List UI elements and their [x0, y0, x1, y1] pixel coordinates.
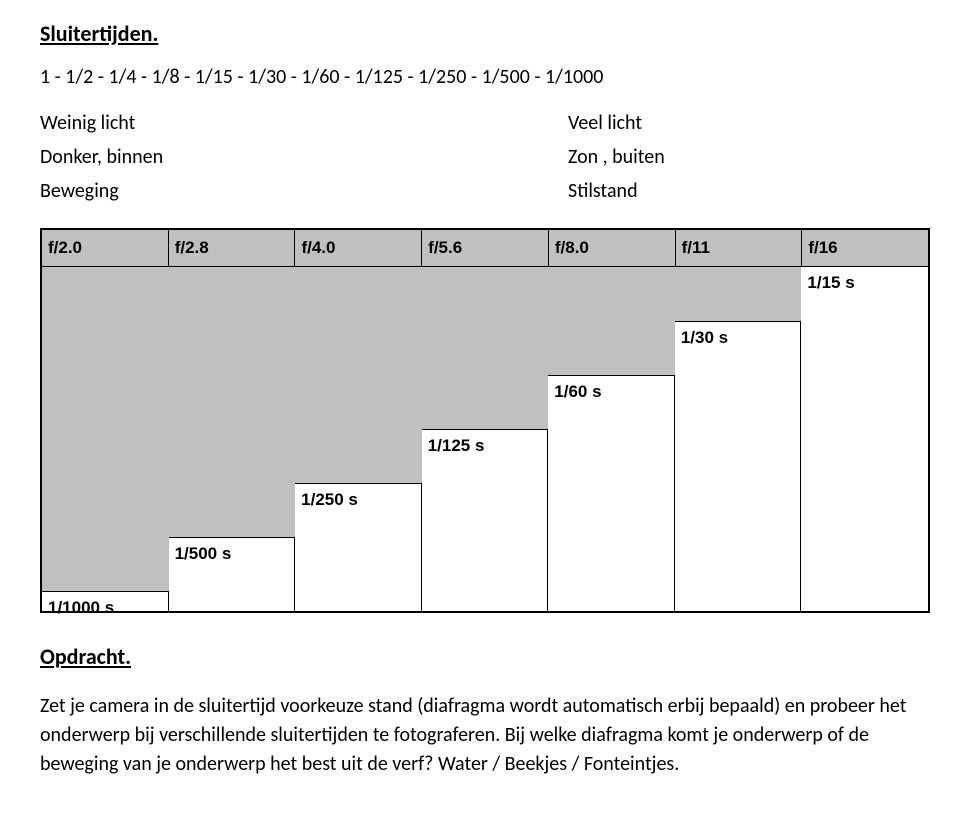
chart-body: 1/1000 s1/500 s1/250 s1/125 s1/60 s1/30 …: [42, 267, 928, 611]
chart-step: 1/1000 s: [42, 591, 169, 611]
chart-header-cell: f/5.6: [422, 230, 549, 266]
document-page: Sluitertijden. 1 - 1/2 - 1/4 - 1/8 - 1/1…: [0, 0, 960, 819]
shutter-sequence: 1 - 1/2 - 1/4 - 1/8 - 1/15 - 1/30 - 1/60…: [40, 65, 920, 89]
chart-header-cell: f/2.8: [169, 230, 296, 266]
chart-step: 1/15 s: [801, 267, 928, 611]
chart-step: 1/60 s: [548, 375, 675, 611]
chart-header-cell: f/4.0: [295, 230, 422, 266]
chart-step: 1/250 s: [295, 483, 422, 611]
assignment-title: Opdracht.: [40, 643, 920, 670]
pair-left-2: Beweging: [40, 179, 480, 203]
pair-right-0: Veel licht: [568, 111, 920, 135]
chart-header-cell: f/2.0: [42, 230, 169, 266]
exposure-chart: f/2.0f/2.8f/4.0f/5.6f/8.0f/11f/16 1/1000…: [40, 228, 930, 613]
pair-row-1: Donker, binnen Zon , buiten: [40, 145, 920, 169]
chart-header-cell: f/11: [676, 230, 803, 266]
pair-left-0: Weinig licht: [40, 111, 480, 135]
chart-header-cell: f/16: [802, 230, 928, 266]
assignment-body: Zet je camera in de sluitertijd voorkeuz…: [40, 692, 920, 779]
pair-right-2: Stilstand: [568, 179, 920, 203]
chart-step: 1/125 s: [422, 429, 549, 611]
chart-step: 1/500 s: [169, 537, 296, 611]
chart-header-cell: f/8.0: [549, 230, 676, 266]
pair-row-2: Beweging Stilstand: [40, 179, 920, 203]
pair-left-1: Donker, binnen: [40, 145, 480, 169]
pair-right-1: Zon , buiten: [568, 145, 920, 169]
chart-header-row: f/2.0f/2.8f/4.0f/5.6f/8.0f/11f/16: [42, 230, 928, 267]
chart-step: 1/30 s: [675, 321, 802, 611]
page-title: Sluitertijden.: [40, 20, 920, 47]
pair-row-0: Weinig licht Veel licht: [40, 111, 920, 135]
exposure-chart-wrap: f/2.0f/2.8f/4.0f/5.6f/8.0f/11f/16 1/1000…: [40, 228, 920, 613]
